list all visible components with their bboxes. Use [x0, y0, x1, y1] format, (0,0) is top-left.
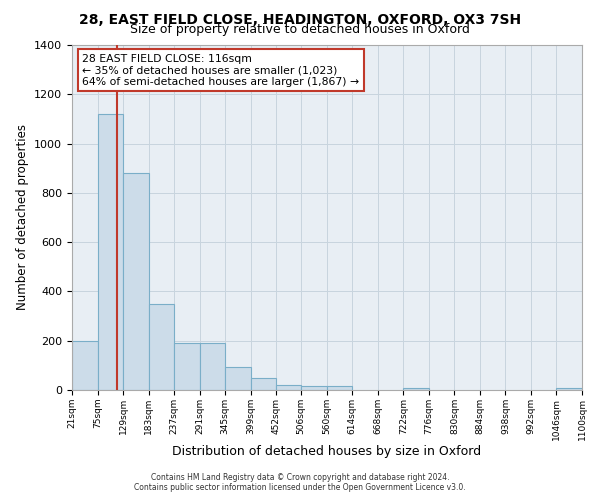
Bar	[149, 304, 174, 390]
Bar	[98, 114, 123, 390]
Bar	[200, 343, 225, 390]
Bar	[123, 173, 149, 390]
Bar	[225, 366, 251, 390]
Bar	[556, 388, 582, 390]
Bar	[72, 340, 98, 390]
Y-axis label: Number of detached properties: Number of detached properties	[16, 124, 29, 310]
Text: Size of property relative to detached houses in Oxford: Size of property relative to detached ho…	[130, 22, 470, 36]
Text: 28 EAST FIELD CLOSE: 116sqm
← 35% of detached houses are smaller (1,023)
64% of : 28 EAST FIELD CLOSE: 116sqm ← 35% of det…	[82, 54, 359, 87]
Bar	[276, 385, 301, 390]
Bar	[174, 343, 200, 390]
Bar	[251, 378, 276, 390]
Bar	[403, 388, 429, 390]
X-axis label: Distribution of detached houses by size in Oxford: Distribution of detached houses by size …	[172, 446, 482, 458]
Bar	[327, 386, 352, 390]
Text: Contains HM Land Registry data © Crown copyright and database right 2024.
Contai: Contains HM Land Registry data © Crown c…	[134, 473, 466, 492]
Text: 28, EAST FIELD CLOSE, HEADINGTON, OXFORD, OX3 7SH: 28, EAST FIELD CLOSE, HEADINGTON, OXFORD…	[79, 12, 521, 26]
Bar	[301, 386, 327, 390]
